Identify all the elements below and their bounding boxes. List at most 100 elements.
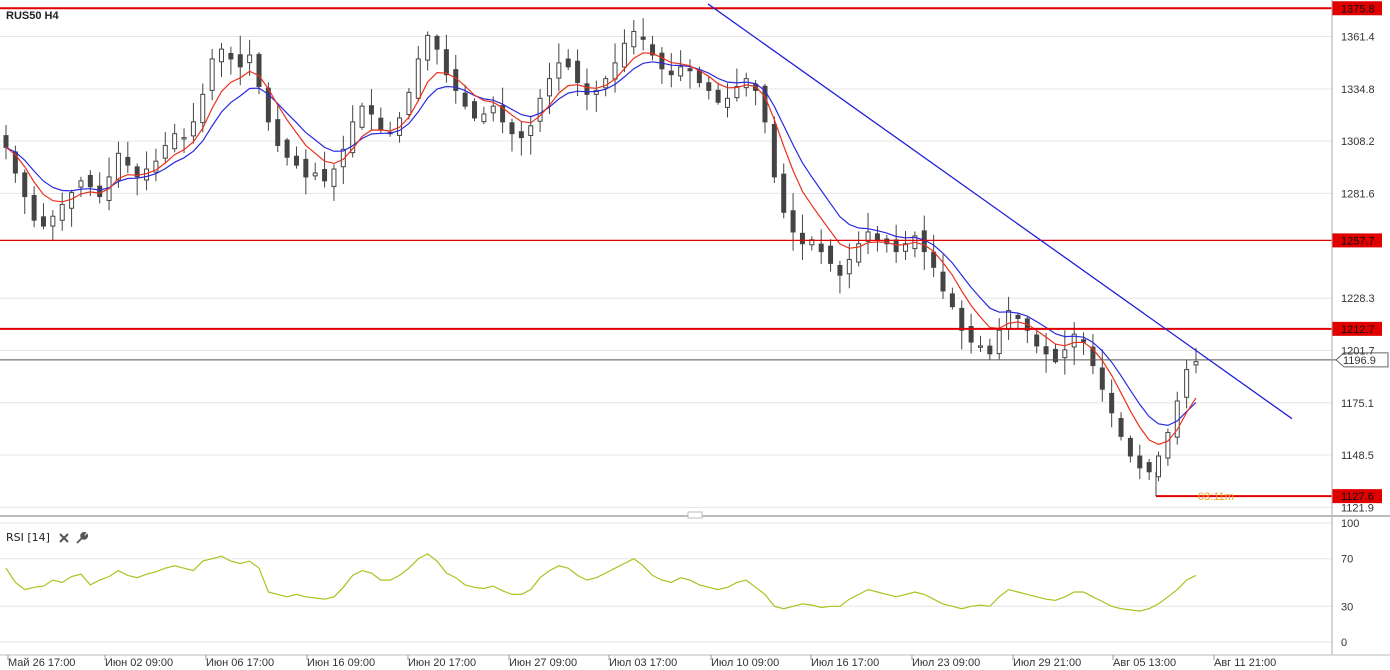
x-tick-label: Июн 06 17:00 <box>206 657 274 669</box>
ema-fast-line <box>5 52 1197 446</box>
candle-body <box>162 144 168 159</box>
candle-body <box>584 83 590 95</box>
x-tick-label: Июн 16 09:00 <box>307 657 375 669</box>
candle-body <box>650 44 656 56</box>
candle-body <box>3 135 9 148</box>
candle-body <box>734 85 740 99</box>
candle-body <box>378 117 384 131</box>
candle-body <box>331 168 337 187</box>
rsi-grid <box>0 522 1332 643</box>
y-tick-label: 1361.4 <box>1341 32 1375 44</box>
candle-body <box>293 155 299 166</box>
candle-body <box>771 123 777 178</box>
candle-body <box>1156 455 1162 478</box>
rsi-title: RSI [14] <box>6 531 50 544</box>
y-tick-label: 1334.8 <box>1341 84 1375 96</box>
candle-body <box>1052 348 1058 363</box>
close-icon[interactable] <box>58 531 70 543</box>
candle-body <box>781 173 787 213</box>
candle-body <box>312 172 318 177</box>
candle-body <box>603 78 609 89</box>
candle-body <box>256 53 262 87</box>
current-price-label: 1196.9 <box>1343 355 1376 367</box>
candle-body <box>237 54 243 68</box>
candle-body <box>368 105 374 115</box>
candle-body <box>144 168 150 181</box>
candle-body <box>715 89 721 103</box>
chart-title: RUS50 H4 <box>6 10 59 22</box>
candle-body <box>1109 392 1115 414</box>
x-tick-label: Июл 23 09:00 <box>912 657 980 669</box>
candle-body <box>790 210 796 233</box>
candle-body <box>322 169 328 182</box>
candle-body <box>621 42 627 68</box>
candle-body <box>190 121 196 137</box>
candle-timer: 03:11m <box>1198 491 1234 503</box>
y-tick-label: 1175.1 <box>1341 398 1374 410</box>
candle-body <box>1193 361 1199 366</box>
candle-body <box>1090 346 1096 367</box>
candle-body <box>31 195 37 221</box>
rsi-tick-label: 70 <box>1341 554 1353 566</box>
x-tick-label: Июн 27 09:00 <box>509 657 577 669</box>
candle-body <box>153 160 159 173</box>
candle-body <box>856 243 862 263</box>
candle-body <box>959 307 965 331</box>
candle-body <box>472 101 478 119</box>
level-price-tag <box>1332 233 1382 248</box>
candle-body <box>50 215 56 227</box>
candle-body <box>575 60 581 84</box>
candle-body <box>940 271 946 292</box>
candle-body <box>1184 369 1190 398</box>
candle-body <box>968 326 974 343</box>
candle-body <box>818 243 824 253</box>
candle-body <box>706 82 712 91</box>
y-tick-label: 1148.5 <box>1341 450 1374 462</box>
candle-body <box>865 231 871 242</box>
ema-slow-line <box>5 61 1197 427</box>
candle-body <box>593 89 599 95</box>
horizontal-levels: 1375.8 1257.7 1212.7 1127.6 <box>0 1 1382 504</box>
level-price-label: 1257.7 <box>1341 235 1375 247</box>
candle-body <box>350 121 356 154</box>
candle-body <box>1165 431 1171 459</box>
rsi-tick-label: 0 <box>1341 637 1347 649</box>
candle-body <box>434 35 440 50</box>
x-tick-label: Июл 29 21:00 <box>1013 657 1081 669</box>
wrench-icon[interactable] <box>76 531 88 544</box>
x-tick-label: Июл 16 17:00 <box>811 657 879 669</box>
y-tick-label: 1121.9 <box>1341 502 1374 514</box>
candle-body <box>69 192 75 209</box>
candle-body <box>1034 334 1040 347</box>
candle-body <box>500 105 506 123</box>
x-tick-label: Авг 11 21:00 <box>1214 657 1276 669</box>
candle-body <box>443 49 449 76</box>
candles <box>3 18 1199 482</box>
candle-body <box>977 345 983 348</box>
candle-body <box>837 265 843 276</box>
candle-body <box>874 233 880 241</box>
candle-body <box>884 238 890 245</box>
candle-body <box>490 105 496 114</box>
candle-body <box>640 36 646 40</box>
candle-body <box>743 78 749 89</box>
y-tick-label: 1201.7 <box>1341 345 1375 357</box>
candle-body <box>22 172 28 198</box>
candle-body <box>275 119 281 146</box>
candle-body <box>115 152 121 181</box>
candle-body <box>949 293 955 308</box>
x-tick-label: Июл 03 17:00 <box>609 657 677 669</box>
candle-body <box>228 52 234 60</box>
rsi-tick-label: 30 <box>1341 601 1353 613</box>
candle-body <box>125 156 131 166</box>
candle-body <box>97 185 103 198</box>
candle-body <box>659 52 665 70</box>
candle-body <box>219 48 225 63</box>
rsi-line <box>5 553 1197 612</box>
moving-averages <box>5 52 1197 446</box>
candle-body <box>724 97 730 108</box>
candle-body <box>1062 349 1068 359</box>
y-tick-label: 1308.2 <box>1341 136 1375 148</box>
rsi-series-line <box>5 553 1197 612</box>
